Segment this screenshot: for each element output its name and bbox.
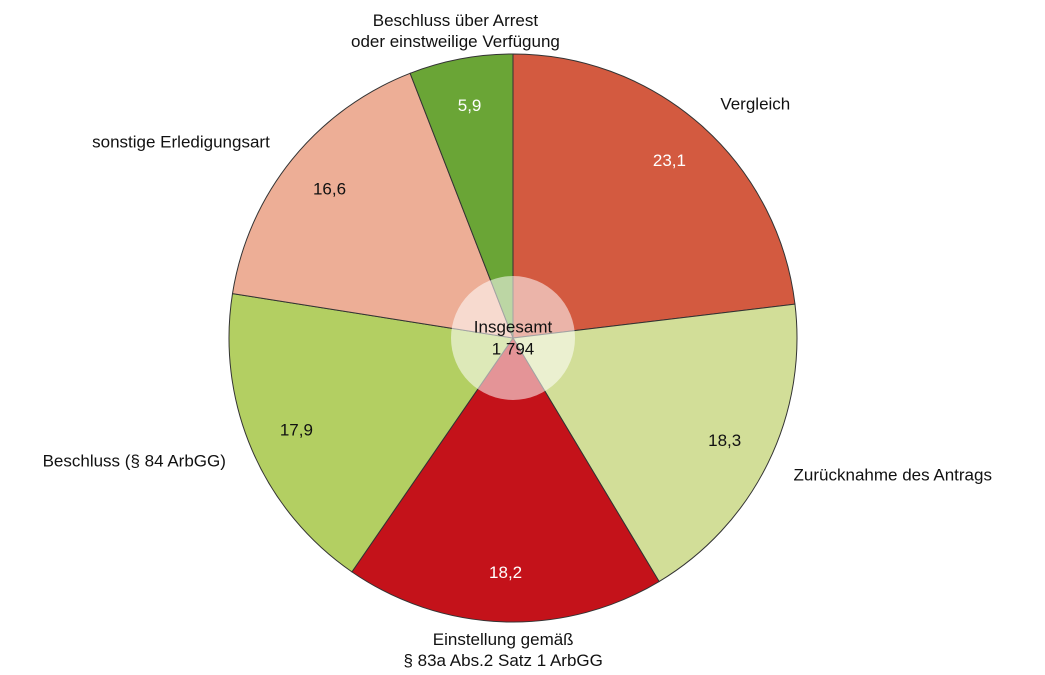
category-label: Beschluss (§ 84 ArbGG) [42,451,226,471]
value-label: 16,6 [313,180,346,199]
category-label: Beschluss über Arrest oder einstweilige … [350,10,560,51]
pie-slice [512,303,798,583]
pie-slice [228,293,514,573]
category-label: sonstige Erledigungsart [92,132,270,152]
pie-slice [231,72,514,339]
pie-slice [512,53,796,339]
category-label: Einstellung gemäß § 83a Abs.2 Satz 1 Arb… [403,630,603,671]
value-label: 18,2 [489,563,522,582]
value-label: 23,1 [653,151,686,170]
center-circle [451,276,575,400]
value-label: 17,9 [280,420,313,439]
center-title: Insgesamt [474,317,553,336]
center-total: 1 794 [492,339,535,358]
value-label: 5,9 [458,96,482,115]
pie-slice [351,337,660,623]
value-label: 18,3 [708,431,741,450]
category-label: Zurücknahme des Antrags [793,465,992,485]
pie-slice [409,53,514,339]
category-label: Vergleich [720,94,791,114]
